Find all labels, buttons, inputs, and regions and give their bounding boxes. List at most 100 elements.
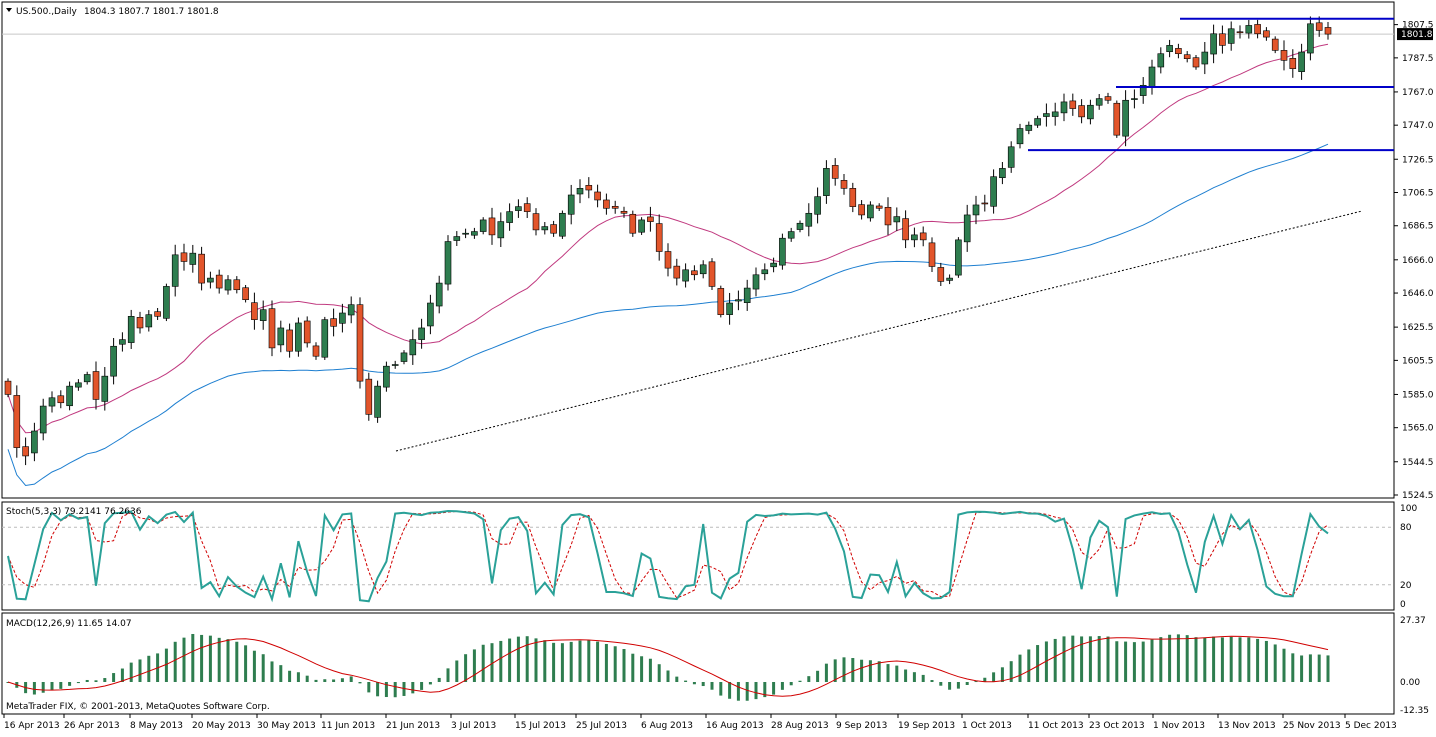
macd-histogram-bar <box>1185 635 1189 682</box>
macd-histogram-bar <box>1308 654 1312 682</box>
candle-body <box>699 264 707 275</box>
candle <box>1113 100 1121 138</box>
candle <box>259 300 267 330</box>
price-label: 1524.5 <box>1402 491 1434 501</box>
candle-body <box>1227 28 1235 44</box>
candle-body <box>972 204 980 216</box>
macd-histogram-bar <box>1247 637 1251 682</box>
macd-histogram-bar <box>1291 653 1295 682</box>
candle <box>823 160 830 204</box>
candle <box>497 212 505 248</box>
candle-body <box>215 274 223 289</box>
candle-body <box>550 224 557 234</box>
candle <box>171 244 179 297</box>
collapse-triangle-icon[interactable] <box>6 8 12 12</box>
candle-body <box>1192 57 1200 68</box>
candle-body <box>1210 33 1217 55</box>
macd-histogram-bar <box>754 682 758 700</box>
candle-body <box>1324 27 1332 35</box>
macd-scale-label: -12.35 <box>1400 706 1429 716</box>
macd-histogram-bar <box>780 682 784 690</box>
price-label: 1585.0 <box>1402 390 1434 400</box>
candle-body <box>515 206 522 211</box>
candle <box>365 372 373 421</box>
candle-body <box>1201 51 1209 65</box>
candle <box>541 221 549 235</box>
candle <box>1025 121 1033 135</box>
macd-histogram-bar <box>1062 636 1066 682</box>
candle <box>462 228 469 239</box>
candle-body <box>145 314 153 328</box>
macd-histogram-bar <box>376 682 380 697</box>
candle-body <box>611 205 619 209</box>
date-label: 3 Jul 2013 <box>451 721 496 731</box>
candle-body <box>726 302 733 315</box>
candle <box>356 297 364 389</box>
macd-histogram-bar <box>569 641 573 682</box>
candle <box>1307 16 1314 61</box>
candle <box>1210 24 1217 64</box>
candle-body <box>796 222 804 230</box>
price-label: 1565.0 <box>1402 424 1434 434</box>
price-scale: 1807.5 1787.5 1767.0 1747.0 1726.5 1706.5 1686… <box>1394 21 1434 501</box>
candle <box>1289 49 1297 78</box>
candle-body <box>1104 96 1112 101</box>
candle <box>479 217 487 235</box>
candle <box>1104 92 1112 104</box>
candle-body <box>92 371 100 400</box>
candle-body <box>83 374 91 383</box>
macd-histogram-bar <box>50 682 54 691</box>
macd-histogram-bar <box>851 658 855 682</box>
candle <box>779 233 786 270</box>
candle <box>444 235 452 291</box>
candle <box>928 237 936 272</box>
candle-body <box>497 221 505 239</box>
macd-histogram-bar <box>534 638 538 682</box>
candle-body <box>1060 101 1068 114</box>
candle <box>787 227 795 242</box>
candle <box>691 265 698 281</box>
macd-histogram-bar <box>217 637 221 682</box>
candle-body <box>1113 102 1121 136</box>
date-label: 13 Nov 2013 <box>1218 721 1276 731</box>
dotted-trend-line <box>395 210 1363 452</box>
candle <box>1069 93 1077 116</box>
macd-histogram-bar <box>1326 655 1330 682</box>
candle <box>735 290 742 311</box>
fast-moving-average-line <box>7 43 1329 434</box>
candle <box>1166 39 1173 58</box>
candle <box>796 220 804 233</box>
candle <box>1271 36 1279 54</box>
candle <box>1131 89 1138 109</box>
candle <box>180 243 188 271</box>
macd-histogram-bar <box>120 668 124 682</box>
price-label: 1747.0 <box>1402 121 1434 131</box>
candle <box>163 283 170 322</box>
candle-body <box>189 252 197 265</box>
date-label: 26 Apr 2013 <box>64 721 120 731</box>
candle <box>1254 19 1261 39</box>
candle <box>101 367 109 411</box>
trend-lines[interactable] <box>395 17 1394 452</box>
macd-histogram-bar <box>745 682 749 701</box>
date-label: 30 May 2013 <box>257 721 316 731</box>
macd-histogram-bar <box>1080 636 1084 682</box>
candle <box>1007 141 1015 173</box>
candle-body <box>902 218 909 241</box>
candle <box>39 398 47 441</box>
macd-histogram-bar <box>860 659 864 682</box>
candle <box>999 161 1006 185</box>
macd-histogram-bar <box>684 680 688 682</box>
symbol-header: US.500.,Daily 1804.3 1807.7 1801.7 1801.… <box>6 7 219 17</box>
candle-body <box>303 320 311 344</box>
date-label: 6 Aug 2013 <box>641 721 693 731</box>
candle <box>655 214 663 261</box>
macd-histogram-bar <box>763 682 767 698</box>
candle <box>154 308 161 320</box>
macd-histogram-bar <box>1168 634 1172 682</box>
candle-body <box>1157 53 1165 68</box>
macd-histogram-bar <box>1203 637 1207 682</box>
candle <box>884 197 892 235</box>
